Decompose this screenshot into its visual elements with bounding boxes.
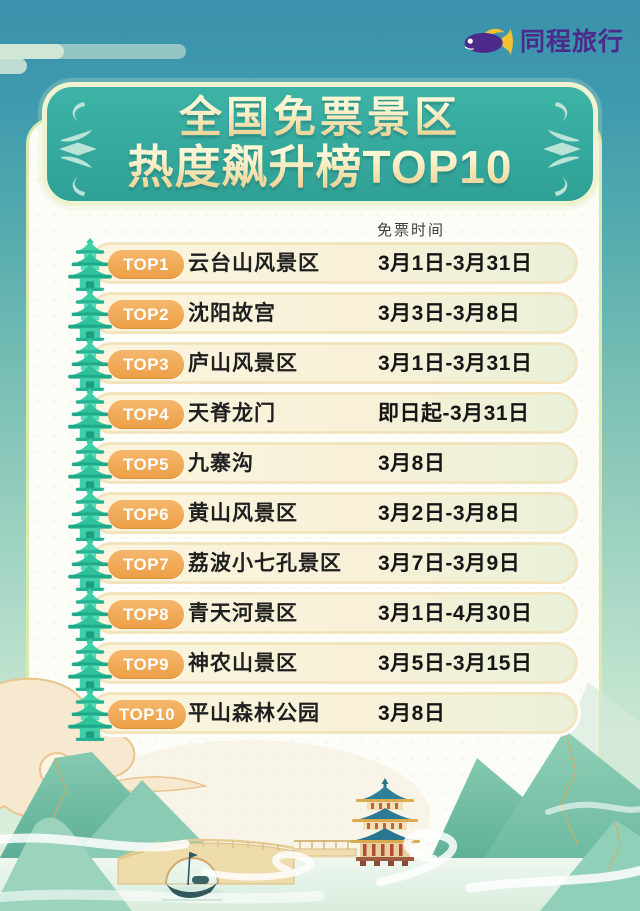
list-item: TOP6 黄山风景区 3月2日-3月8日 [90,492,578,534]
ranking-card [26,118,602,860]
pagoda-icon [67,588,113,641]
pagoda-icon [67,488,113,541]
scenic-area-name: 沈阳故宫 [188,302,276,325]
list-item: TOP7 荔波小七孔景区 3月7日-3月9日 [90,542,578,584]
pagoda-icon [67,388,113,441]
rank-badge: TOP4 [108,400,184,429]
rank-badge: TOP8 [108,600,184,629]
scenic-area-name: 九寨沟 [188,452,254,475]
list-item: TOP2 沈阳故宫 3月3日-3月8日 [90,292,578,334]
water-mist [0,801,640,904]
rank-badge: TOP5 [108,450,184,479]
temple-pagoda [350,778,420,866]
free-ticket-date: 3月2日-3月8日 [378,502,521,525]
pagoda-icon [67,688,113,741]
free-ticket-date: 3月1日-3月31日 [378,252,533,275]
list-item: TOP5 九寨沟 3月8日 [90,442,578,484]
free-ticket-date: 3月8日 [378,452,446,475]
scenic-area-name: 庐山风景区 [188,352,298,375]
free-ticket-date: 3月3日-3月8日 [378,302,521,325]
rank-badge: TOP2 [108,300,184,329]
list-item: TOP1 云台山风景区 3月1日-3月31日 [90,242,578,284]
scenic-area-name: 神农山景区 [188,652,298,675]
free-ticket-date: 即日起-3月31日 [378,402,530,425]
pagoda-icon [67,338,113,391]
fishing-boat [162,851,222,901]
pagoda-icon [67,638,113,691]
scenic-area-name: 平山森林公园 [188,702,320,725]
scenic-area-name: 云台山风景区 [188,252,320,275]
free-ticket-date: 3月1日-4月30日 [378,602,533,625]
free-ticket-date: 3月1日-3月31日 [378,352,533,375]
list-item: TOP3 庐山风景区 3月1日-3月31日 [90,342,578,384]
tongcheng-fish-icon [464,28,513,56]
scenic-area-name: 黄山风景区 [188,502,298,525]
scenic-area-name: 荔波小七孔景区 [188,552,342,575]
scenic-area-name: 青天河景区 [188,602,298,625]
list-item: TOP10 平山森林公园 3月8日 [90,692,578,734]
pagoda-icon [67,288,113,341]
brand-logo: 同程旅行 [462,24,624,60]
page-title-line2: 热度飙升榜TOP10 [127,141,513,194]
list-item: TOP9 神农山景区 3月5日-3月15日 [90,642,578,684]
rank-badge: TOP7 [108,550,184,579]
list-item: TOP4 天脊龙门 即日起-3月31日 [90,392,578,434]
pagoda-icon [67,438,113,491]
ribbon-ornament-icon [543,100,581,198]
pagoda-icon [67,238,113,291]
rank-badge: TOP10 [108,700,187,729]
rank-badge: TOP9 [108,650,184,679]
brand-name: 同程旅行 [520,27,625,56]
free-ticket-date: 3月7日-3月9日 [378,552,521,575]
ribbon-ornament-icon [59,100,97,198]
free-ticket-date: 3月5日-3月15日 [378,652,533,675]
scenic-area-name: 天脊龙门 [188,402,276,425]
flat-cloud-decoration [0,44,186,74]
rank-badge: TOP6 [108,500,184,529]
page-title-line1: 全国免票景区 [179,94,461,143]
pagoda-icon [67,538,113,591]
date-column-header: 免票时间 [377,222,446,239]
title-banner: 全国免票景区 热度飙升榜TOP10 [42,82,598,206]
free-ticket-date: 3月8日 [378,702,446,725]
list-item: TOP8 青天河景区 3月1日-4月30日 [90,592,578,634]
rank-badge: TOP1 [108,250,184,279]
landscape-illustration [0,677,640,911]
rank-badge: TOP3 [108,350,184,379]
